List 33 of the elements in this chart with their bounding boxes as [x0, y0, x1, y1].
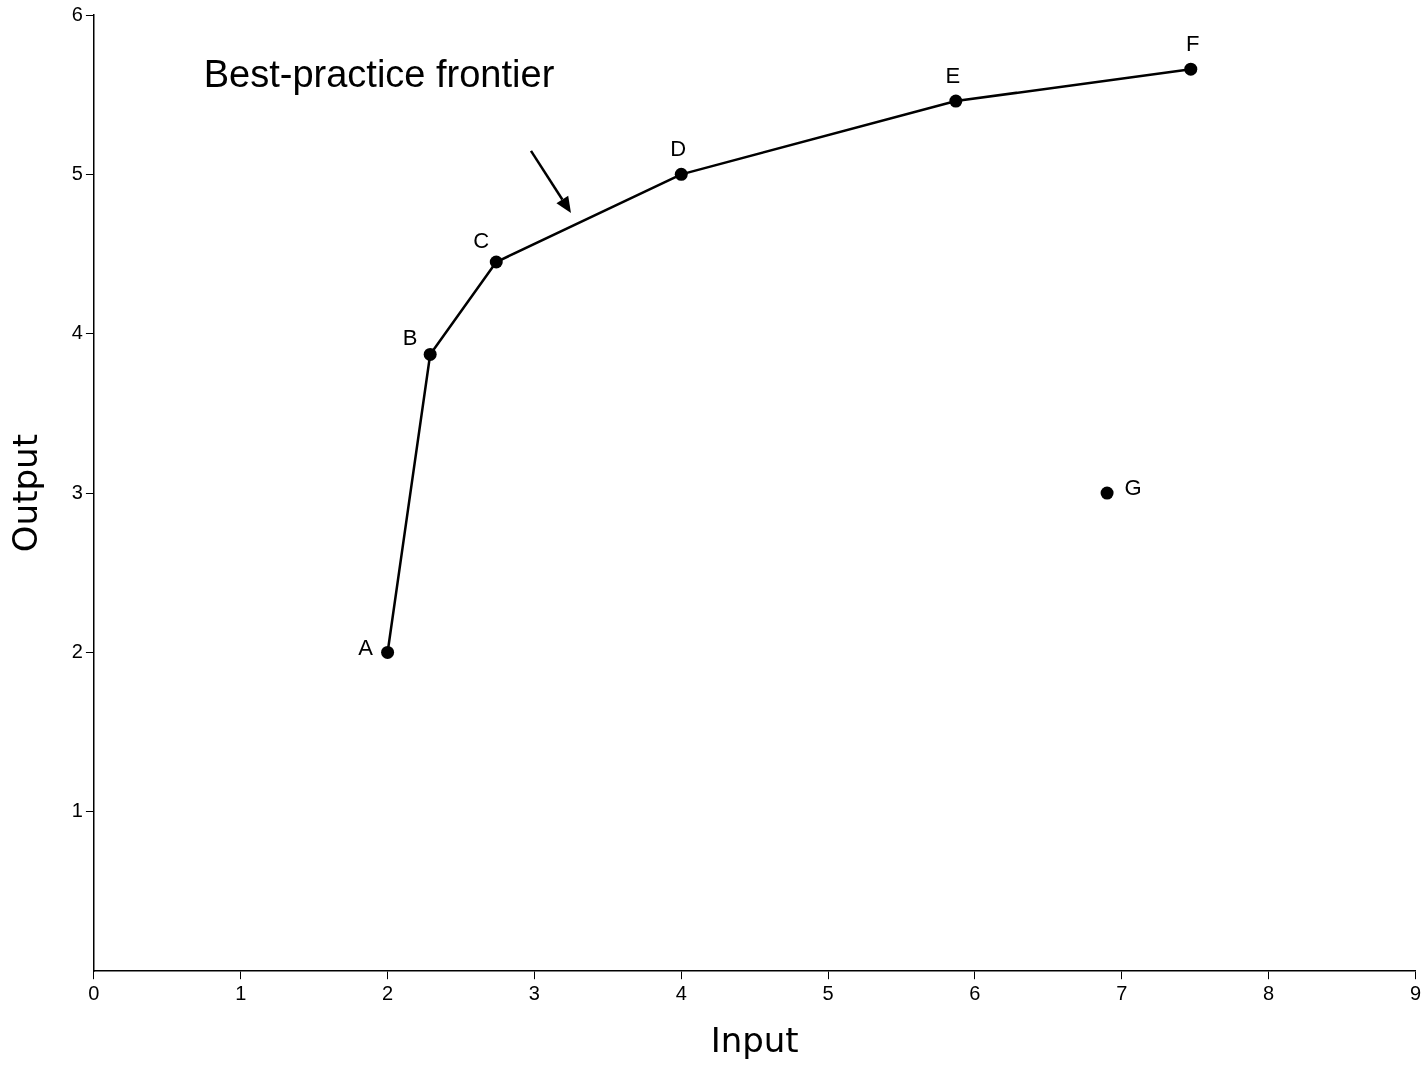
y-tick-label: 1: [71, 799, 83, 822]
y-tick-label: 4: [71, 321, 83, 344]
x-axis-title: Input: [710, 1020, 799, 1061]
x-tick-label: 6: [969, 981, 981, 1004]
annotation: C: [473, 228, 490, 254]
x-tick-label: 5: [822, 981, 834, 1004]
y-tick-label: 5: [71, 161, 83, 184]
x-tick-label: 8: [1263, 981, 1275, 1004]
point: [1100, 486, 1114, 500]
x-tick-label: 9: [1409, 981, 1421, 1004]
annotation: A: [358, 634, 374, 660]
x-tick-label: 0: [88, 981, 100, 1004]
annotation: B: [402, 324, 418, 350]
annotation: Best-practice frontier: [203, 53, 555, 96]
y-tick-label: 3: [71, 480, 83, 503]
point: [489, 255, 503, 269]
point: [949, 94, 963, 108]
point: [423, 347, 437, 361]
point: [674, 167, 688, 181]
y-axis-title: Output: [5, 434, 46, 553]
annotation: F: [1186, 31, 1200, 57]
annotation: D: [670, 136, 687, 162]
annotation: G: [1124, 475, 1142, 501]
x-tick-label: 7: [1116, 981, 1128, 1004]
y-tick-label: 6: [71, 2, 83, 25]
y-tick-label: 2: [71, 639, 83, 662]
x-tick-label: 4: [675, 981, 687, 1004]
annotation: E: [945, 63, 961, 89]
x-tick-label: 3: [528, 981, 540, 1004]
point: [381, 645, 395, 659]
point: [1184, 62, 1198, 76]
x-tick-label: 1: [235, 981, 247, 1004]
x-tick-label: 2: [382, 981, 394, 1004]
